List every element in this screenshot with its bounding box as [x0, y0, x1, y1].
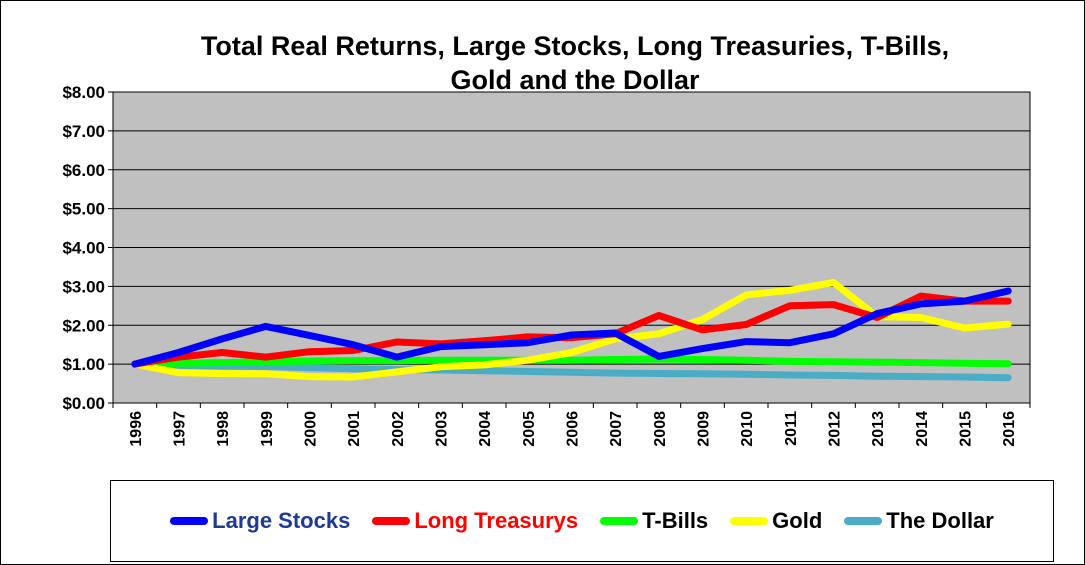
- y-tick-label: $7.00: [62, 122, 105, 141]
- x-tick-label: 2014: [914, 411, 931, 447]
- x-tick-label: 2008: [652, 411, 669, 447]
- legend-item-t-bills: T-Bills: [600, 508, 708, 534]
- x-tick-label: 2005: [521, 411, 538, 447]
- x-tick-label: 1996: [128, 411, 145, 447]
- x-tick-label: 2001: [346, 411, 363, 447]
- x-tick-label: 2011: [783, 411, 800, 446]
- x-tick-label: 2012: [827, 411, 844, 447]
- legend-label-long-treasurys: Long Treasurys: [414, 508, 579, 533]
- x-tick-label: 1997: [172, 411, 189, 447]
- x-tick-label: 2013: [870, 411, 887, 447]
- legend-label-the-dollar: The Dollar: [886, 508, 994, 533]
- chart-title-line-1: Total Real Returns, Large Stocks, Long T…: [201, 31, 949, 61]
- y-tick-label: $6.00: [62, 161, 105, 180]
- x-tick-label: 2010: [739, 411, 756, 447]
- x-axis-ticks: 1996 1997 1998 1999 2000 2001 2002 2003 2004 2005…: [112, 403, 1031, 447]
- legend: Large Stocks Long Treasurys T-Bills Gold…: [110, 480, 1054, 562]
- y-tick-label: $8.00: [62, 83, 105, 102]
- x-tick-label: 2004: [477, 411, 494, 447]
- x-tick-label: 2016: [1001, 411, 1018, 447]
- series-line-the-dollar: [131, 360, 1012, 382]
- x-tick-label: 2009: [696, 411, 713, 447]
- x-tick-label: 2006: [565, 411, 582, 447]
- x-tick-label: 1998: [215, 411, 232, 447]
- x-tick-label: 2015: [958, 411, 975, 447]
- legend-item-large-stocks: Large Stocks: [170, 508, 350, 534]
- legend-label-gold: Gold: [772, 508, 823, 533]
- legend-item-the-dollar: The Dollar: [844, 508, 994, 534]
- y-tick-label: $5.00: [62, 200, 105, 219]
- x-tick-label: 1999: [259, 411, 276, 447]
- x-tick-label: 2007: [608, 411, 625, 447]
- x-tick-label: 2002: [390, 411, 407, 447]
- y-tick-label: $3.00: [62, 277, 105, 296]
- x-tick-label: 2000: [303, 411, 320, 447]
- chart-title-line-2: Gold and the Dollar: [450, 65, 700, 95]
- series-line-t-bills: [131, 355, 1012, 368]
- y-tick-label: $0.00: [62, 394, 105, 413]
- legend-label-large-stocks: Large Stocks: [212, 508, 351, 533]
- series-line-large-stocks: [131, 287, 1012, 368]
- y-axis-ticks: $0.00 $1.00 $2.00 $3.00 $4.00 $5.00 $6.00 $7.00…: [62, 83, 113, 413]
- legend-item-gold: Gold: [730, 508, 822, 534]
- legend-swatch-t-bills: [600, 517, 639, 525]
- series-line-gold: [131, 279, 1012, 381]
- y-tick-label: $1.00: [62, 355, 105, 374]
- legend-swatch-gold: [730, 517, 769, 525]
- series-lines: [131, 279, 1012, 382]
- legend-label-t-bills: T-Bills: [642, 508, 709, 533]
- legend-swatch-large-stocks: [170, 517, 209, 525]
- y-tick-label: $2.00: [62, 316, 105, 335]
- legend-item-long-treasurys: Long Treasurys: [372, 508, 578, 534]
- legend-swatch-the-dollar: [844, 517, 883, 525]
- x-tick-label: 2003: [434, 411, 451, 447]
- legend-swatch-long-treasurys: [372, 517, 411, 525]
- y-tick-label: $4.00: [62, 239, 105, 258]
